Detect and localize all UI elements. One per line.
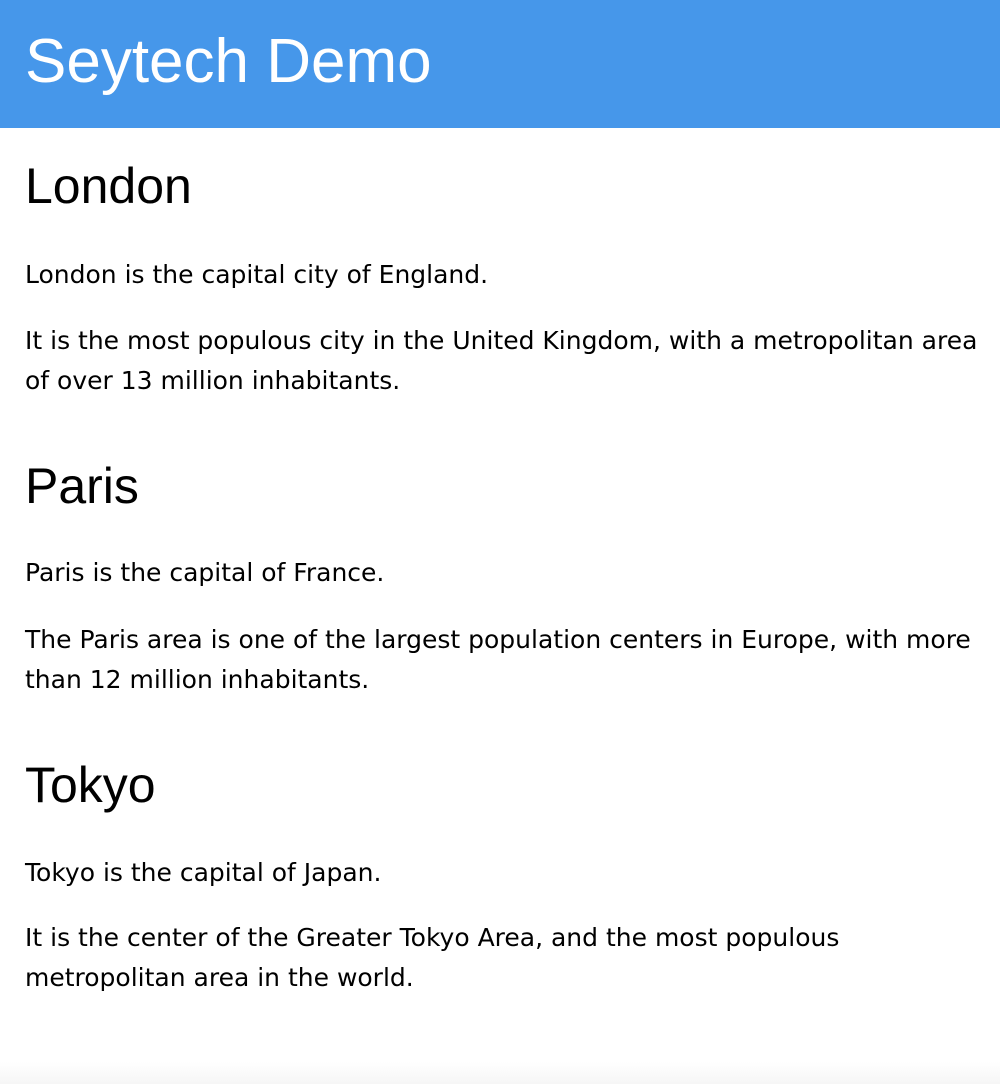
city-paragraph-tokyo-2: It is the center of the Greater Tokyo Ar…	[25, 923, 840, 992]
bottom-edge	[0, 1062, 1000, 1084]
city-paragraph-paris-2: The Paris area is one of the largest pop…	[25, 625, 971, 694]
city-heading-tokyo: Tokyo	[25, 757, 156, 813]
city-paragraph-london-1: London is the capital city of England.	[25, 260, 489, 289]
page-title: Seytech Demo	[25, 27, 432, 96]
city-paragraph-tokyo-1: Tokyo is the capital of Japan.	[25, 858, 382, 887]
city-heading-paris: Paris	[25, 458, 139, 514]
city-paragraph-paris-1: Paris is the capital of France.	[25, 558, 385, 587]
page-header: Seytech Demo	[0, 0, 1000, 128]
city-paragraph-london-2: It is the most populous city in the Unit…	[25, 326, 978, 395]
city-heading-london: London	[25, 158, 192, 214]
